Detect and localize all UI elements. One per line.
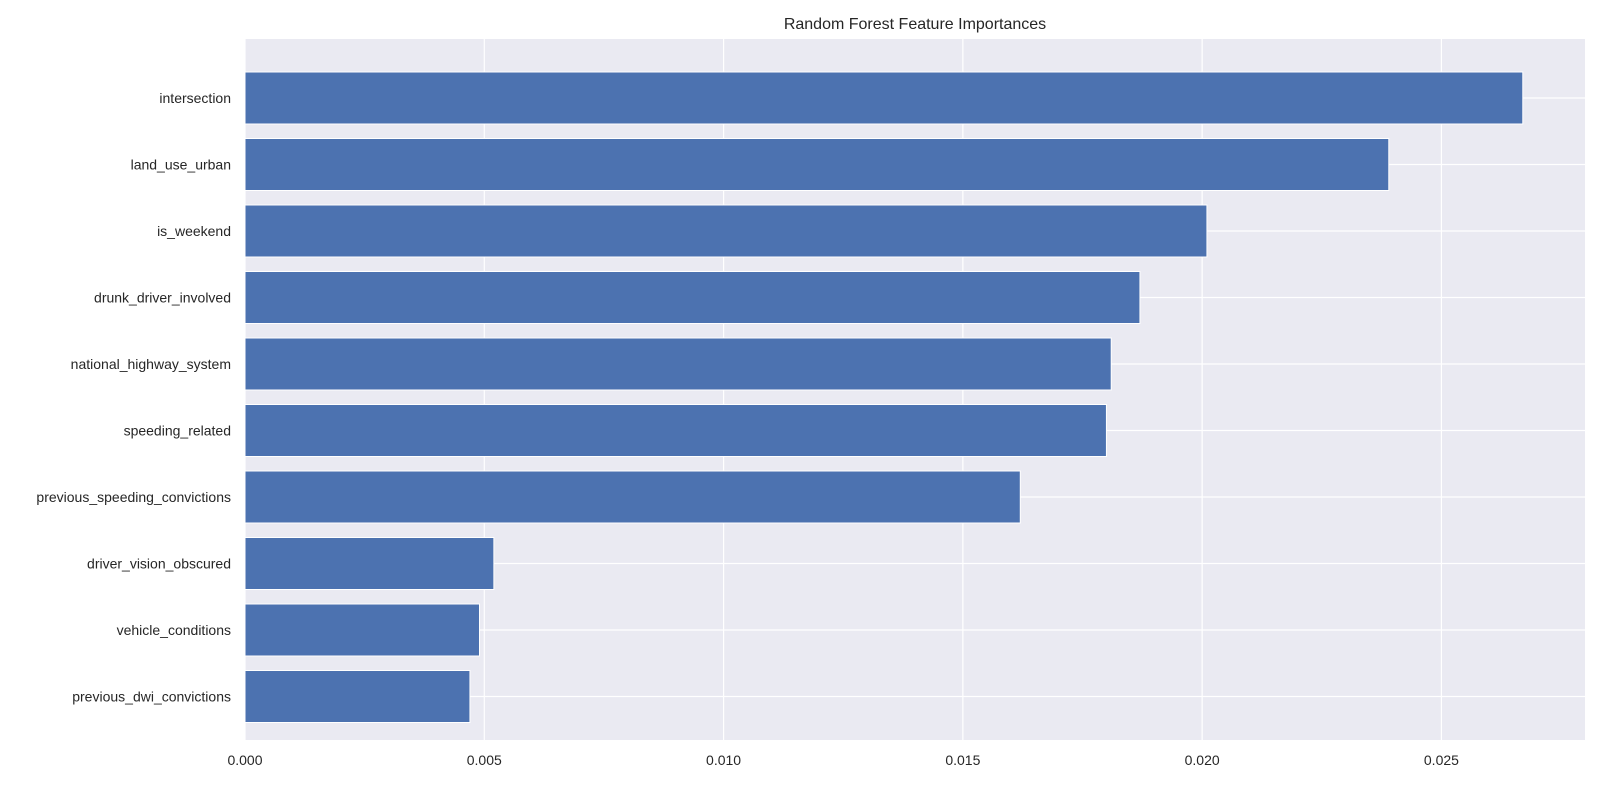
- bar-national-highway-system: [244, 337, 1112, 391]
- bar-previous-speeding-convictions: [244, 470, 1021, 524]
- bar-previous-dwi-convictions: [244, 670, 471, 723]
- y-tick-labels: intersection land_use_urban is_weekenddrun…: [36, 90, 231, 705]
- y-tick-label: previous_dwi_convictions: [72, 689, 231, 705]
- chart-title: Random Forest Feature Importances: [784, 16, 1046, 33]
- x-tick-label: 0.015: [945, 752, 980, 768]
- x-tick-label: 0.005: [467, 752, 502, 768]
- y-tick-label: land_use_urban: [131, 157, 231, 173]
- y-tick-label: drunk_driver_involved: [94, 290, 231, 306]
- y-tick-label: driver_vision_obscured: [87, 556, 231, 572]
- x-tick-label: 0.000: [227, 752, 262, 768]
- x-tick-label: 0.010: [706, 752, 741, 768]
- bar-speeding-related: [244, 404, 1107, 457]
- y-tick-label: national_highway_system: [71, 356, 231, 372]
- bar-vehicle-conditions: [244, 603, 480, 657]
- bar-drunk-driver-involved: [244, 271, 1141, 324]
- x-tick-labels: 0.000 0.005 0.010 0.015 0.020 0.025: [227, 752, 1459, 768]
- y-tick-label: vehicle_conditions: [117, 622, 231, 638]
- bar-is-weekend: [244, 204, 1208, 258]
- bars: [244, 71, 1524, 723]
- y-tick-label: speeding_related: [124, 423, 231, 439]
- y-tick-label: is_weekend: [157, 223, 231, 239]
- bar-land-use-urban: [244, 138, 1390, 191]
- x-tick-label: 0.025: [1424, 752, 1459, 768]
- y-tick-label: intersection: [159, 90, 231, 106]
- x-tick-label: 0.020: [1185, 752, 1220, 768]
- bar-driver-vision-obscured: [244, 537, 495, 590]
- bar-intersection: [244, 71, 1524, 125]
- y-tick-label: previous_speeding_convictions: [36, 489, 231, 505]
